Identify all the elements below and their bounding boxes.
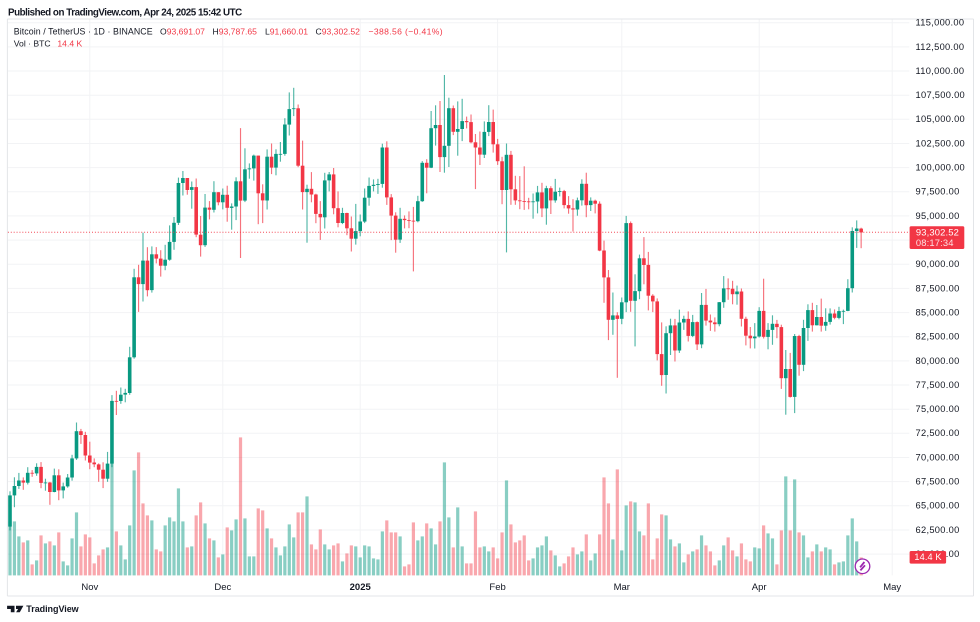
svg-text:08:17:34: 08:17:34 xyxy=(916,237,954,248)
svg-text:67,500.00: 67,500.00 xyxy=(916,477,960,487)
svg-text:Mar: Mar xyxy=(614,582,630,593)
svg-text:85,000.00: 85,000.00 xyxy=(916,308,960,318)
svg-text:H93,787.65: H93,787.65 xyxy=(213,27,258,37)
svg-text:77,500.00: 77,500.00 xyxy=(916,380,960,390)
svg-text:115,000.00: 115,000.00 xyxy=(916,18,965,28)
svg-text:110,000.00: 110,000.00 xyxy=(916,66,965,76)
svg-text:82,500.00: 82,500.00 xyxy=(916,332,960,342)
svg-text:C93,302.52: C93,302.52 xyxy=(316,27,361,37)
svg-text:TradingView: TradingView xyxy=(26,604,79,614)
svg-text:97,500.00: 97,500.00 xyxy=(916,187,960,197)
svg-text:Apr: Apr xyxy=(752,582,767,593)
svg-text:Dec: Dec xyxy=(214,582,231,593)
svg-text:Bitcoin / TetherUS · 1D · BINA: Bitcoin / TetherUS · 1D · BINANCE xyxy=(14,27,153,37)
svg-text:Published on TradingView.com,: Published on TradingView.com, Apr 24, 20… xyxy=(8,7,242,18)
svg-text:95,000.00: 95,000.00 xyxy=(916,211,960,221)
svg-text:87,500.00: 87,500.00 xyxy=(916,283,960,293)
svg-text:65,000.00: 65,000.00 xyxy=(916,501,960,511)
svg-text:Nov: Nov xyxy=(81,582,98,593)
svg-text:75,000.00: 75,000.00 xyxy=(916,404,960,414)
svg-text:112,500.00: 112,500.00 xyxy=(916,42,965,52)
svg-text:O93,691.07: O93,691.07 xyxy=(160,27,205,37)
svg-text:L91,660.01: L91,660.01 xyxy=(265,27,308,37)
svg-text:72,500.00: 72,500.00 xyxy=(916,428,960,438)
svg-text:105,000.00: 105,000.00 xyxy=(916,114,966,124)
svg-text:102,500.00: 102,500.00 xyxy=(916,138,966,148)
svg-text:−388.56 (−0.41%): −388.56 (−0.41%) xyxy=(369,27,443,37)
svg-text:May: May xyxy=(883,582,901,593)
svg-text:Vol · BTC: Vol · BTC xyxy=(14,39,51,49)
svg-text:Feb: Feb xyxy=(489,582,505,593)
svg-text:80,000.00: 80,000.00 xyxy=(916,356,960,366)
svg-text:14.4 K: 14.4 K xyxy=(914,552,942,562)
svg-text:2025: 2025 xyxy=(350,582,372,593)
svg-text:70,000.00: 70,000.00 xyxy=(916,452,960,462)
svg-text:100,000.00: 100,000.00 xyxy=(916,163,966,173)
svg-text:107,500.00: 107,500.00 xyxy=(916,90,966,100)
svg-text:93,302.52: 93,302.52 xyxy=(916,227,959,238)
svg-text:90,000.00: 90,000.00 xyxy=(916,259,960,269)
svg-text:62,500.00: 62,500.00 xyxy=(916,525,960,535)
svg-text:14.4 K: 14.4 K xyxy=(57,39,82,49)
